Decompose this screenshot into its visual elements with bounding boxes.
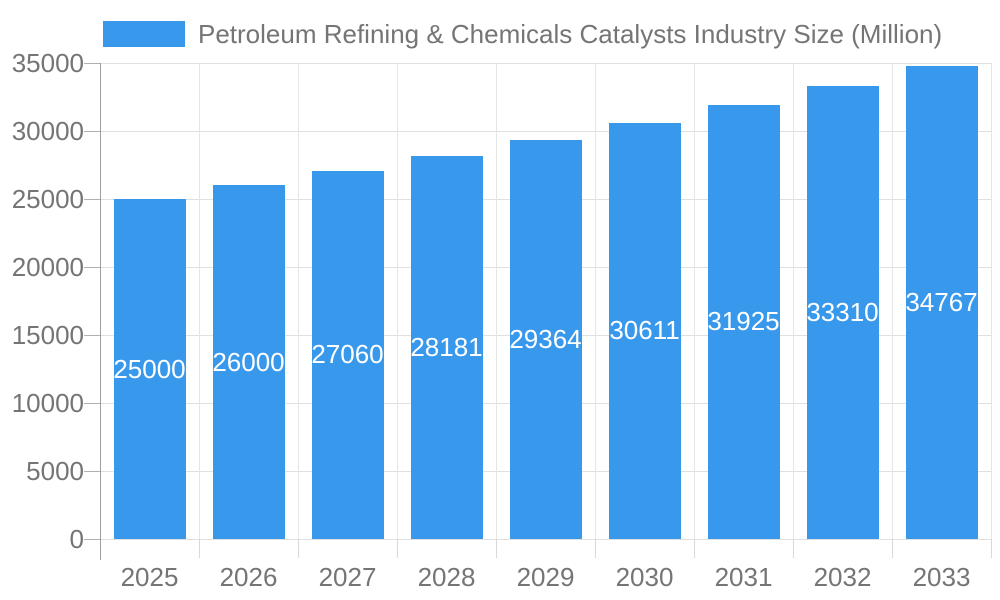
bar[interactable]: 29364 — [509, 139, 582, 539]
gridline-h — [100, 130, 991, 132]
gridline-v — [594, 63, 596, 539]
gridline-v — [792, 63, 794, 539]
y-axis-label: 20000 — [11, 252, 84, 282]
bar[interactable]: 31925 — [707, 104, 780, 539]
y-axis-tick — [84, 198, 100, 200]
y-axis-tick — [84, 334, 100, 336]
bar[interactable]: 26000 — [212, 185, 285, 539]
x-axis-label: 2033 — [912, 562, 971, 592]
x-axis-tick — [594, 539, 596, 558]
gridline-v — [891, 63, 893, 539]
x-axis-tick — [297, 539, 299, 558]
gridline-v — [297, 63, 299, 539]
bar[interactable]: 33310 — [806, 85, 879, 539]
y-axis-label: 5000 — [26, 456, 84, 486]
y-axis-tick — [84, 470, 100, 472]
legend-swatch — [103, 21, 185, 47]
y-axis-tick — [84, 266, 100, 268]
x-axis-tick — [990, 539, 992, 558]
y-axis-label: 25000 — [11, 184, 84, 214]
bar-value-label: 34767 — [905, 287, 978, 318]
bar[interactable]: 28181 — [410, 155, 483, 539]
bar-value-label: 26000 — [212, 346, 285, 377]
y-axis-label: 35000 — [11, 48, 84, 78]
bar-value-label: 28181 — [410, 331, 483, 362]
gridline-v — [990, 63, 992, 539]
x-axis-tick — [693, 539, 695, 558]
y-axis-label: 15000 — [11, 320, 84, 350]
x-axis-tick — [495, 539, 497, 558]
x-axis-label: 2031 — [714, 562, 773, 592]
x-axis-tick — [396, 539, 398, 558]
bar[interactable]: 25000 — [113, 199, 186, 539]
x-axis-tick — [792, 539, 794, 558]
x-axis-label: 2032 — [813, 562, 872, 592]
gridline-v — [693, 63, 695, 539]
gridline-v — [396, 63, 398, 539]
x-axis-label: 2027 — [318, 562, 377, 592]
bar-value-label: 33310 — [806, 296, 879, 327]
bar-value-label: 30611 — [609, 315, 680, 346]
bar-value-label: 27060 — [311, 339, 384, 370]
y-axis-tick — [84, 402, 100, 404]
x-axis-label: 2030 — [615, 562, 674, 592]
y-axis-label: 0 — [69, 524, 84, 554]
plot-area: 25000 26000 27060 28181 29364 30611 31925 33310… — [100, 62, 992, 540]
y-axis-label: 10000 — [11, 388, 84, 418]
bar-value-label: 31925 — [707, 306, 780, 337]
y-axis-tick — [84, 538, 100, 540]
bar[interactable]: 30611 — [608, 122, 681, 539]
y-axis-tick — [84, 130, 100, 132]
gridline-h — [100, 62, 991, 64]
y-axis-line — [99, 63, 101, 560]
x-axis-label: 2029 — [516, 562, 575, 592]
y-axis-tick — [84, 62, 100, 64]
legend[interactable]: Petroleum Refining & Chemicals Catalysts… — [103, 18, 942, 50]
x-axis-tick — [198, 539, 200, 558]
gridline-h — [100, 538, 991, 540]
x-axis-label: 2026 — [219, 562, 278, 592]
bar[interactable]: 27060 — [311, 170, 384, 539]
y-axis-label: 30000 — [11, 116, 84, 146]
bar[interactable]: 34767 — [905, 66, 978, 539]
bar-value-label: 25000 — [113, 353, 186, 384]
x-axis-label: 2028 — [417, 562, 476, 592]
x-axis-tick — [891, 539, 893, 558]
bar-value-label: 29364 — [509, 323, 582, 354]
chart-title: Petroleum Refining & Chemicals Catalysts… — [198, 18, 943, 49]
gridline-v — [495, 63, 497, 539]
gridline-v — [198, 63, 200, 539]
x-axis-label: 2025 — [120, 562, 179, 592]
